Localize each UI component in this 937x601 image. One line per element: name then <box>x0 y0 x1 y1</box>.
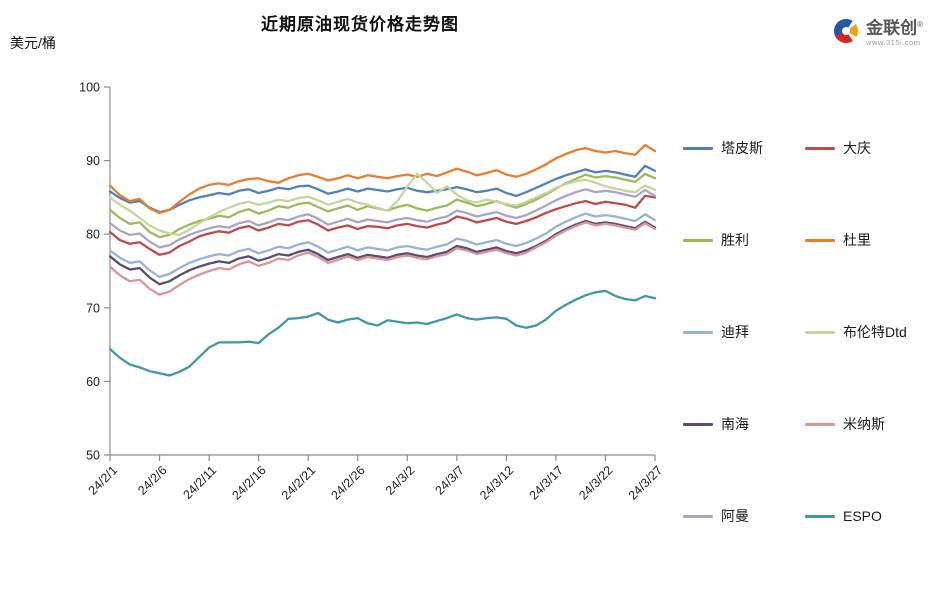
legend-item-daqing: 大庆 <box>805 138 937 158</box>
legend-label: 大庆 <box>843 140 871 156</box>
svg-text:24/3/12: 24/3/12 <box>477 463 516 502</box>
legend-item-tapis: 塔皮斯 <box>683 138 805 158</box>
brand-name-text: 金联创 <box>866 18 918 38</box>
svg-text:100: 100 <box>79 81 100 95</box>
legend-label: 布伦特Dtd <box>843 324 907 340</box>
svg-text:70: 70 <box>86 301 100 315</box>
legend-item-dubai: 迪拜 <box>683 322 805 342</box>
registered-mark: ® <box>917 20 923 29</box>
legend-line-swatch <box>805 514 835 518</box>
svg-text:24/3/22: 24/3/22 <box>576 463 615 502</box>
legend-line-swatch <box>683 146 713 150</box>
legend-line-swatch <box>805 422 835 426</box>
svg-text:24/2/26: 24/2/26 <box>328 463 367 502</box>
legend-line-swatch <box>683 514 713 518</box>
legend-line-swatch <box>683 422 713 426</box>
chart-legend: 塔皮斯 大庆 胜利 杜里 迪拜 布伦特Dtd 南海 米纳斯 阿曼 ESPO <box>683 138 937 598</box>
brand-logo: 金联创® www.315i.com <box>831 16 923 47</box>
svg-text:50: 50 <box>86 449 100 463</box>
svg-text:24/3/7: 24/3/7 <box>432 463 467 498</box>
brand-text-block: 金联创® www.315i.com <box>866 16 923 47</box>
legend-line-swatch <box>805 330 835 334</box>
legend-label: 南海 <box>721 416 749 432</box>
svg-text:24/2/6: 24/2/6 <box>135 463 170 498</box>
brand-url: www.315i.com <box>866 37 921 47</box>
svg-text:90: 90 <box>86 154 100 168</box>
legend-label: 迪拜 <box>721 324 749 340</box>
legend-label: 塔皮斯 <box>721 140 763 156</box>
svg-text:24/2/1: 24/2/1 <box>86 463 121 498</box>
legend-label: 胜利 <box>721 232 749 248</box>
svg-text:24/2/11: 24/2/11 <box>180 463 219 502</box>
legend-item-espo: ESPO <box>805 506 937 526</box>
legend-label: 杜里 <box>843 232 871 248</box>
svg-text:24/3/27: 24/3/27 <box>626 463 665 502</box>
svg-text:24/3/17: 24/3/17 <box>527 463 566 502</box>
legend-item-duri: 杜里 <box>805 230 937 250</box>
legend-item-shengli: 胜利 <box>683 230 805 250</box>
brand-name: 金联创® <box>866 16 923 37</box>
legend-item-nanhai: 南海 <box>683 414 805 434</box>
legend-label: 米纳斯 <box>843 416 885 432</box>
legend-item-brent-dtd: 布伦特Dtd <box>805 322 937 342</box>
legend-label: ESPO <box>843 508 882 524</box>
legend-line-swatch <box>805 238 835 242</box>
svg-text:24/3/2: 24/3/2 <box>383 463 418 498</box>
legend-line-swatch <box>683 330 713 334</box>
legend-item-oman: 阿曼 <box>683 506 805 526</box>
svg-text:60: 60 <box>86 375 100 389</box>
chart-title: 近期原油现货价格走势图 <box>261 15 459 34</box>
svg-text:80: 80 <box>86 228 100 242</box>
legend-line-swatch <box>805 146 835 150</box>
y-axis-unit-label: 美元/桶 <box>10 35 56 51</box>
svg-text:24/2/21: 24/2/21 <box>279 463 318 502</box>
legend-label: 阿曼 <box>721 508 749 524</box>
svg-text:24/2/16: 24/2/16 <box>229 463 268 502</box>
jlc-logo-icon <box>834 19 859 44</box>
legend-line-swatch <box>683 238 713 242</box>
legend-item-minas: 米纳斯 <box>805 414 937 434</box>
